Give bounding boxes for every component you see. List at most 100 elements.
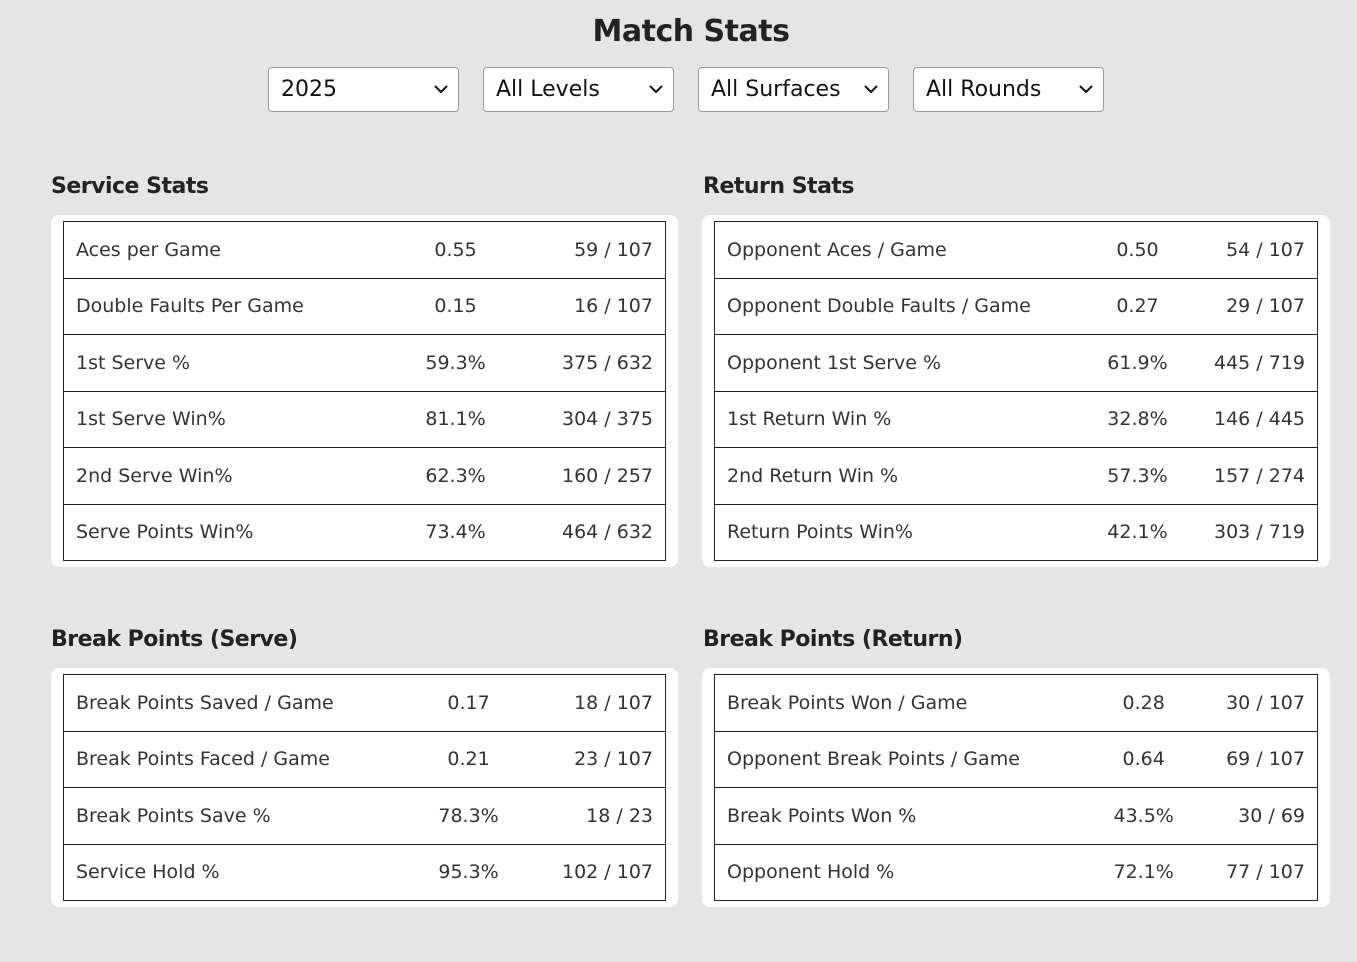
stat-value: 0.55 <box>399 221 512 279</box>
level-select-value: All Levels <box>496 77 600 102</box>
stat-value: 57.3% <box>1089 447 1186 505</box>
stat-label: Opponent Break Points / Game <box>714 730 1094 788</box>
stat-label: Opponent Hold % <box>714 843 1094 901</box>
page-title: Match Stats <box>592 14 790 49</box>
stat-label: Break Points Save % <box>63 787 416 845</box>
stat-label: Opponent 1st Serve % <box>714 334 1090 392</box>
chevron-down-icon <box>434 83 448 97</box>
stat-label: 1st Return Win % <box>714 390 1090 448</box>
stat-value: 32.8% <box>1089 390 1186 448</box>
service-stats-heading: Service Stats <box>51 174 209 199</box>
chevron-down-icon <box>1079 83 1093 97</box>
table-row: Break Points Saved / Game 0.17 18 / 107 <box>63 674 666 732</box>
stat-ratio: 157 / 274 <box>1185 447 1318 505</box>
stat-value: 0.64 <box>1093 730 1195 788</box>
stat-ratio: 160 / 257 <box>511 447 666 505</box>
break-points-return-card: Break Points Won / Game 0.28 30 / 107 Op… <box>702 668 1330 907</box>
stat-ratio: 18 / 23 <box>521 787 666 845</box>
round-select-value: All Rounds <box>926 77 1042 102</box>
service-stats-card: Aces per Game 0.55 59 / 107 Double Fault… <box>51 215 678 567</box>
stat-ratio: 29 / 107 <box>1185 277 1318 335</box>
stat-ratio: 23 / 107 <box>521 730 666 788</box>
stat-ratio: 69 / 107 <box>1194 730 1318 788</box>
stat-ratio: 304 / 375 <box>511 390 666 448</box>
stat-ratio: 54 / 107 <box>1185 221 1318 279</box>
stat-ratio: 18 / 107 <box>521 674 666 732</box>
stat-label: Break Points Won / Game <box>714 674 1094 732</box>
table-row: 1st Serve Win% 81.1% 304 / 375 <box>63 390 666 448</box>
table-row: Opponent Break Points / Game 0.64 69 / 1… <box>714 730 1318 788</box>
stat-label: Serve Points Win% <box>63 503 400 561</box>
stat-label: Service Hold % <box>63 843 416 901</box>
table-row: 2nd Serve Win% 62.3% 160 / 257 <box>63 447 666 505</box>
stat-value: 0.21 <box>415 730 522 788</box>
stat-ratio: 375 / 632 <box>511 334 666 392</box>
table-row: 1st Serve % 59.3% 375 / 632 <box>63 334 666 392</box>
return-stats-table: Opponent Aces / Game 0.50 54 / 107 Oppon… <box>714 221 1318 561</box>
stat-ratio: 30 / 107 <box>1194 674 1318 732</box>
stat-ratio: 77 / 107 <box>1194 843 1318 901</box>
stat-value: 95.3% <box>415 843 522 901</box>
filter-bar: 2025 All Levels All Surfaces All Rounds <box>268 67 1104 112</box>
stat-label: 2nd Serve Win% <box>63 447 400 505</box>
stat-value: 43.5% <box>1093 787 1195 845</box>
surface-select[interactable]: All Surfaces <box>698 67 889 112</box>
surface-select-value: All Surfaces <box>711 77 841 102</box>
stat-label: 1st Serve Win% <box>63 390 400 448</box>
stat-value: 0.50 <box>1089 221 1186 279</box>
stat-ratio: 102 / 107 <box>521 843 666 901</box>
stat-ratio: 16 / 107 <box>511 277 666 335</box>
stat-value: 0.17 <box>415 674 522 732</box>
table-row: Break Points Won / Game 0.28 30 / 107 <box>714 674 1318 732</box>
stat-value: 0.27 <box>1089 277 1186 335</box>
stat-label: 1st Serve % <box>63 334 400 392</box>
chevron-down-icon <box>864 83 878 97</box>
break-points-serve-card: Break Points Saved / Game 0.17 18 / 107 … <box>51 668 678 907</box>
stat-label: Break Points Saved / Game <box>63 674 416 732</box>
stat-label: 2nd Return Win % <box>714 447 1090 505</box>
round-select[interactable]: All Rounds <box>913 67 1104 112</box>
table-row: Opponent 1st Serve % 61.9% 445 / 719 <box>714 334 1318 392</box>
table-row: Aces per Game 0.55 59 / 107 <box>63 221 666 279</box>
table-row: Serve Points Win% 73.4% 464 / 632 <box>63 503 666 561</box>
stat-label: Double Faults Per Game <box>63 277 400 335</box>
stat-value: 0.28 <box>1093 674 1195 732</box>
stat-ratio: 30 / 69 <box>1194 787 1318 845</box>
stat-value: 61.9% <box>1089 334 1186 392</box>
break-points-serve-heading: Break Points (Serve) <box>51 627 298 652</box>
stat-ratio: 445 / 719 <box>1185 334 1318 392</box>
table-row: Double Faults Per Game 0.15 16 / 107 <box>63 277 666 335</box>
return-stats-heading: Return Stats <box>703 174 855 199</box>
return-stats-card: Opponent Aces / Game 0.50 54 / 107 Oppon… <box>702 215 1330 567</box>
table-row: Service Hold % 95.3% 102 / 107 <box>63 843 666 901</box>
break-points-return-table: Break Points Won / Game 0.28 30 / 107 Op… <box>714 674 1318 901</box>
year-select-value: 2025 <box>281 77 337 102</box>
stat-label: Opponent Aces / Game <box>714 221 1090 279</box>
stat-value: 0.15 <box>399 277 512 335</box>
break-points-return-heading: Break Points (Return) <box>703 627 963 652</box>
stat-value: 59.3% <box>399 334 512 392</box>
stat-value: 78.3% <box>415 787 522 845</box>
stat-ratio: 464 / 632 <box>511 503 666 561</box>
stat-label: Break Points Won % <box>714 787 1094 845</box>
table-row: 2nd Return Win % 57.3% 157 / 274 <box>714 447 1318 505</box>
table-row: Break Points Faced / Game 0.21 23 / 107 <box>63 730 666 788</box>
stat-label: Break Points Faced / Game <box>63 730 416 788</box>
stat-ratio: 303 / 719 <box>1185 503 1318 561</box>
year-select[interactable]: 2025 <box>268 67 459 112</box>
stat-value: 62.3% <box>399 447 512 505</box>
break-points-serve-table: Break Points Saved / Game 0.17 18 / 107 … <box>63 674 666 901</box>
stat-ratio: 146 / 445 <box>1185 390 1318 448</box>
stat-label: Return Points Win% <box>714 503 1090 561</box>
table-row: 1st Return Win % 32.8% 146 / 445 <box>714 390 1318 448</box>
chevron-down-icon <box>649 83 663 97</box>
table-row: Opponent Double Faults / Game 0.27 29 / … <box>714 277 1318 335</box>
stat-label: Opponent Double Faults / Game <box>714 277 1090 335</box>
stat-label: Aces per Game <box>63 221 400 279</box>
table-row: Break Points Won % 43.5% 30 / 69 <box>714 787 1318 845</box>
stat-ratio: 59 / 107 <box>511 221 666 279</box>
table-row: Return Points Win% 42.1% 303 / 719 <box>714 503 1318 561</box>
stat-value: 73.4% <box>399 503 512 561</box>
level-select[interactable]: All Levels <box>483 67 674 112</box>
stat-value: 72.1% <box>1093 843 1195 901</box>
